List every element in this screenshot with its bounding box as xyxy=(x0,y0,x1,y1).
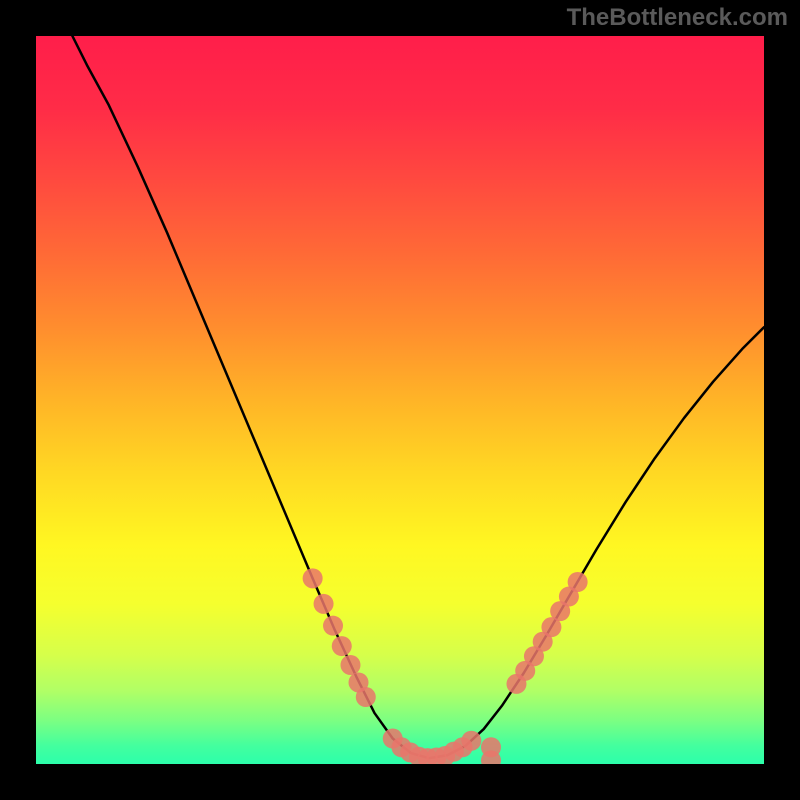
chart-container: TheBottleneck.com xyxy=(0,0,800,800)
watermark-text: TheBottleneck.com xyxy=(567,4,788,32)
bottleneck-curve xyxy=(36,36,764,764)
plot-area xyxy=(36,36,764,764)
